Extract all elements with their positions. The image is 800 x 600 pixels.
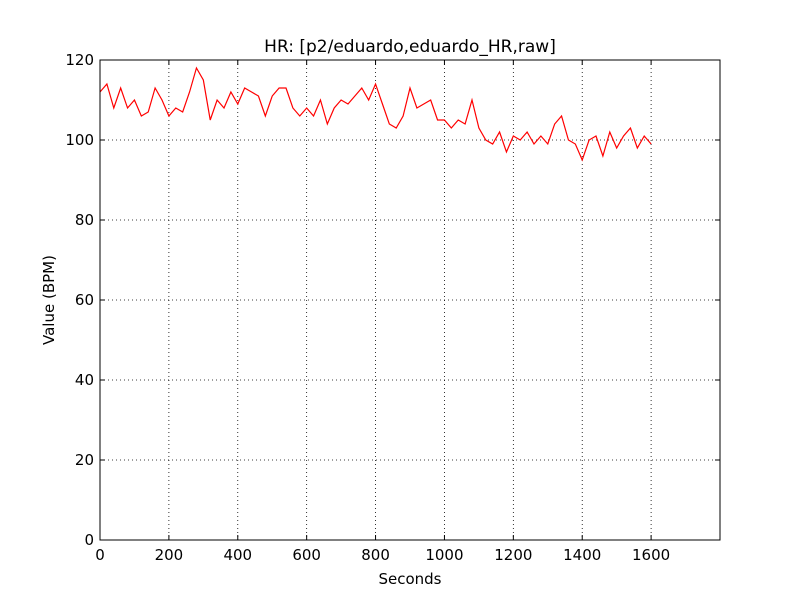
y-tick-label: 80 xyxy=(75,211,94,229)
x-tick-label: 1400 xyxy=(563,546,601,564)
x-tick-label: 1600 xyxy=(632,546,670,564)
y-axis-label: Value (BPM) xyxy=(40,255,58,345)
x-tick-label: 800 xyxy=(361,546,390,564)
chart-title: HR: [p2/eduardo,eduardo_HR,raw] xyxy=(264,37,556,57)
y-tick-label: 20 xyxy=(75,451,94,469)
x-tick-label: 1000 xyxy=(425,546,463,564)
y-tick-label: 60 xyxy=(75,291,94,309)
y-tick-label: 0 xyxy=(84,531,94,549)
plot-frame xyxy=(99,59,721,541)
y-tick-label: 100 xyxy=(65,131,94,149)
x-tick-label: 400 xyxy=(223,546,252,564)
x-tick-label: 200 xyxy=(155,546,184,564)
data-line xyxy=(99,66,652,162)
x-tick-label: 600 xyxy=(292,546,321,564)
y-tick-label: 40 xyxy=(75,371,94,389)
y-tick-label: 120 xyxy=(65,51,94,69)
x-tick-label: 0 xyxy=(95,546,105,564)
x-axis-label: Seconds xyxy=(378,570,441,588)
x-tick-label: 1200 xyxy=(494,546,532,564)
